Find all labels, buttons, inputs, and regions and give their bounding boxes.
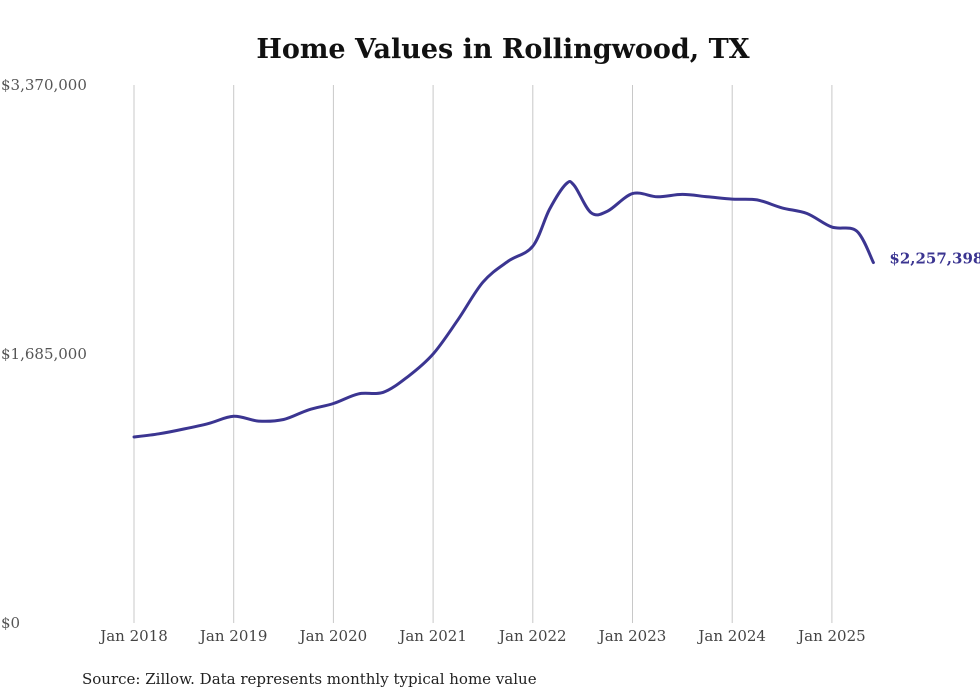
x-tick-label: Jan 2021 (397, 627, 467, 645)
x-tick-label: Jan 2020 (298, 627, 368, 645)
x-tick-label: Jan 2022 (497, 627, 567, 645)
series-line (132, 179, 875, 439)
y-tick-label: $0 (1, 614, 20, 632)
end-value-label: $2,257,398 (889, 250, 980, 268)
x-tick-label: Jan 2019 (198, 627, 268, 645)
x-tick-label: Jan 2018 (98, 627, 168, 645)
source-note: Source: Zillow. Data represents monthly … (82, 670, 537, 688)
y-tick-label: $3,370,000 (1, 76, 87, 94)
x-tick-label: Jan 2023 (597, 627, 667, 645)
y-tick-label: $1,685,000 (1, 345, 87, 363)
x-axis: Jan 2018 Jan 2019 Jan 2020 Jan 2021 Jan 2022… (98, 627, 865, 645)
x-tick-label: Jan 2024 (696, 627, 766, 645)
chart-title: Home Values in Rollingwood, TX (256, 34, 749, 65)
y-axis: $0 $1,685,000 $3,370,000 (1, 76, 87, 632)
grid (133, 85, 833, 623)
x-tick-label: Jan 2025 (796, 627, 866, 645)
